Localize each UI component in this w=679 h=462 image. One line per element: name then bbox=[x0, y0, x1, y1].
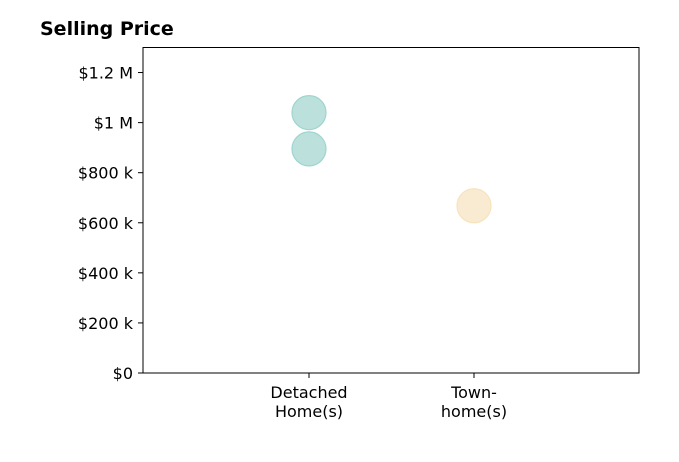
x-tick-label: Detached Home(s) bbox=[270, 383, 347, 421]
y-tick-label: $600 k bbox=[78, 214, 134, 233]
data-point bbox=[291, 94, 327, 131]
y-tick-label: $0 bbox=[113, 364, 133, 383]
y-tick-label: $1.2 M bbox=[78, 64, 133, 83]
y-tick-label: $400 k bbox=[78, 264, 134, 283]
x-tick-label: Town-home(s) bbox=[441, 383, 507, 421]
data-points bbox=[291, 94, 492, 224]
y-tick-label: $1 M bbox=[94, 114, 133, 133]
data-point bbox=[291, 131, 327, 167]
y-tick-label: $200 k bbox=[78, 314, 134, 333]
chart-title: Selling Price bbox=[40, 18, 174, 40]
y-tick-label: $800 k bbox=[78, 164, 134, 183]
y-axis: $0 $200 k $400 k $600 k $800 k $1 M $1.2 M bbox=[78, 64, 143, 383]
plot-area bbox=[142, 47, 640, 374]
data-point bbox=[456, 188, 492, 224]
x-axis: Detached Home(s) Town-home(s) bbox=[270, 373, 507, 421]
